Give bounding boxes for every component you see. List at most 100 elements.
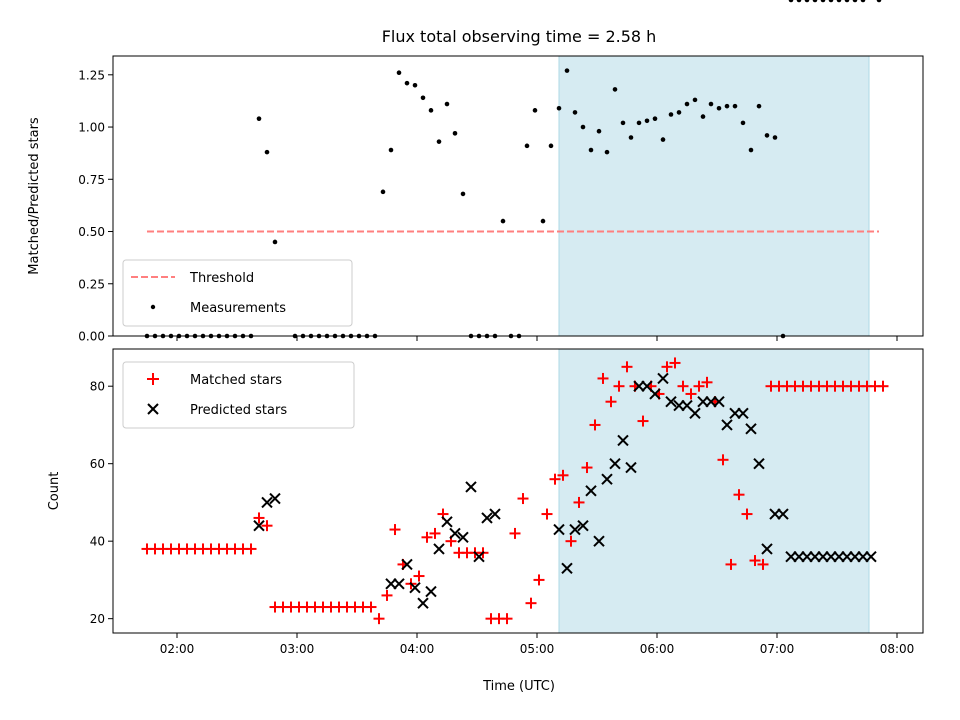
top-panel: 0.00 0.25 0.50 0.75 1.00 1.25 Matched/Predict…	[27, 0, 924, 344]
measurement-point	[716, 105, 722, 111]
measurement-point	[828, 0, 834, 3]
predicted-star-point	[665, 395, 677, 408]
matched-star-point	[741, 508, 753, 520]
measurements-legend-label: Measurements	[190, 301, 286, 316]
threshold-legend-label: Threshold	[189, 271, 254, 286]
measurement-point	[852, 0, 858, 3]
y-tick-label: 0.75	[78, 173, 105, 187]
predicted-star-point	[481, 512, 493, 524]
measurement-point	[836, 0, 842, 3]
matched-star-point	[421, 531, 433, 543]
predicted-star-point	[617, 434, 629, 447]
matched-star-point	[717, 454, 729, 466]
measurement-point	[388, 147, 394, 153]
measurement-point	[524, 143, 530, 149]
predicted-star-point	[625, 461, 637, 474]
x-tick-label: 05:00	[520, 642, 555, 656]
y-tick-label: 0.00	[78, 330, 105, 344]
measurement-point	[556, 105, 562, 111]
measurement-point	[660, 137, 666, 142]
matched-legend-handle	[147, 373, 159, 385]
predicted-star-point	[737, 407, 749, 420]
predicted-star-point	[593, 535, 605, 547]
predicted-star-point	[417, 597, 429, 609]
measurement-point	[860, 0, 866, 3]
matched-star-point	[509, 527, 521, 539]
predicted-star-point	[553, 523, 565, 536]
matched-star-point	[573, 496, 585, 508]
measurement-point	[676, 110, 682, 115]
measurement-point	[412, 82, 418, 88]
matched-star-point	[501, 613, 513, 625]
matched-star-point	[613, 380, 625, 392]
matched-legend-label: Matched stars	[190, 373, 282, 388]
measurement-point	[588, 147, 594, 153]
measurement-point	[380, 189, 386, 195]
measurement-point	[628, 135, 634, 140]
predicted-legend-handle	[147, 403, 159, 415]
measurement-point	[596, 128, 602, 134]
measurement-point	[428, 108, 434, 113]
matched-star-point	[261, 520, 273, 532]
measurement-point	[540, 218, 546, 224]
matched-star-point	[661, 361, 673, 373]
matched-star-point	[381, 589, 393, 601]
top-legend-box	[122, 259, 353, 327]
x-tick-label: 02:00	[160, 642, 195, 656]
x-tick-label: 06:00	[640, 642, 675, 656]
measurement-point	[756, 103, 762, 109]
measurements-legend-handle	[150, 304, 156, 310]
matched-star-point	[373, 613, 385, 625]
measurement-point	[580, 124, 586, 130]
top-highlight-span	[559, 56, 869, 336]
matched-star-point	[621, 361, 633, 373]
matched-star-point	[749, 555, 761, 567]
matched-star-point	[525, 597, 537, 609]
predicted-star-point	[777, 508, 789, 520]
predicted-star-point	[585, 485, 597, 497]
predicted-star-point	[433, 543, 445, 555]
matched-star-point	[429, 527, 441, 539]
measurement-point	[820, 0, 826, 3]
measurement-point	[420, 95, 426, 101]
y-tick-label: 1.25	[78, 68, 105, 82]
measurement-point	[796, 0, 802, 3]
matched-star-point	[605, 396, 617, 408]
predicted-star-point	[253, 519, 265, 532]
predicted-star-point	[489, 508, 501, 520]
predicted-star-point	[689, 407, 701, 420]
measurement-point	[452, 131, 458, 136]
bottom-x-axis: 02:00 03:00 04:00 05:00 06:00 07:00 08:00	[160, 633, 914, 656]
matched-star-point	[365, 601, 377, 613]
matched-star-point	[581, 462, 593, 474]
matched-star-point	[877, 380, 889, 392]
predicted-star-point	[609, 457, 621, 470]
measurement-point	[460, 191, 466, 197]
measurement-point	[636, 120, 642, 126]
matched-star-point	[253, 512, 265, 524]
bottom-marks	[141, 349, 889, 633]
predicted-star-point	[865, 550, 877, 563]
top-y-axis-label: Matched/Predicted stars	[27, 117, 42, 275]
predicted-star-point	[457, 531, 469, 544]
predicted-star-point	[401, 558, 413, 571]
predicted-star-point	[657, 372, 669, 385]
bottom-y-axis-label: Count	[47, 472, 62, 511]
measurement-point	[256, 116, 262, 121]
top-y-axis: 0.00 0.25 0.50 0.75 1.00 1.25	[78, 68, 113, 344]
predicted-star-point	[269, 492, 281, 505]
measurement-point	[264, 149, 270, 155]
measurement-point	[572, 110, 578, 115]
measurement-point	[620, 120, 626, 126]
matched-star-point	[589, 419, 601, 431]
measurement-point	[700, 114, 706, 119]
measurement-point	[444, 101, 450, 107]
predicted-star-point	[409, 581, 421, 594]
measurement-point	[404, 80, 410, 86]
measurement-point	[748, 147, 754, 153]
matched-star-point	[517, 493, 529, 505]
measurement-point	[876, 0, 882, 3]
measurement-point	[604, 149, 610, 155]
predicted-star-point	[449, 527, 461, 540]
x-tick-label: 03:00	[280, 642, 315, 656]
